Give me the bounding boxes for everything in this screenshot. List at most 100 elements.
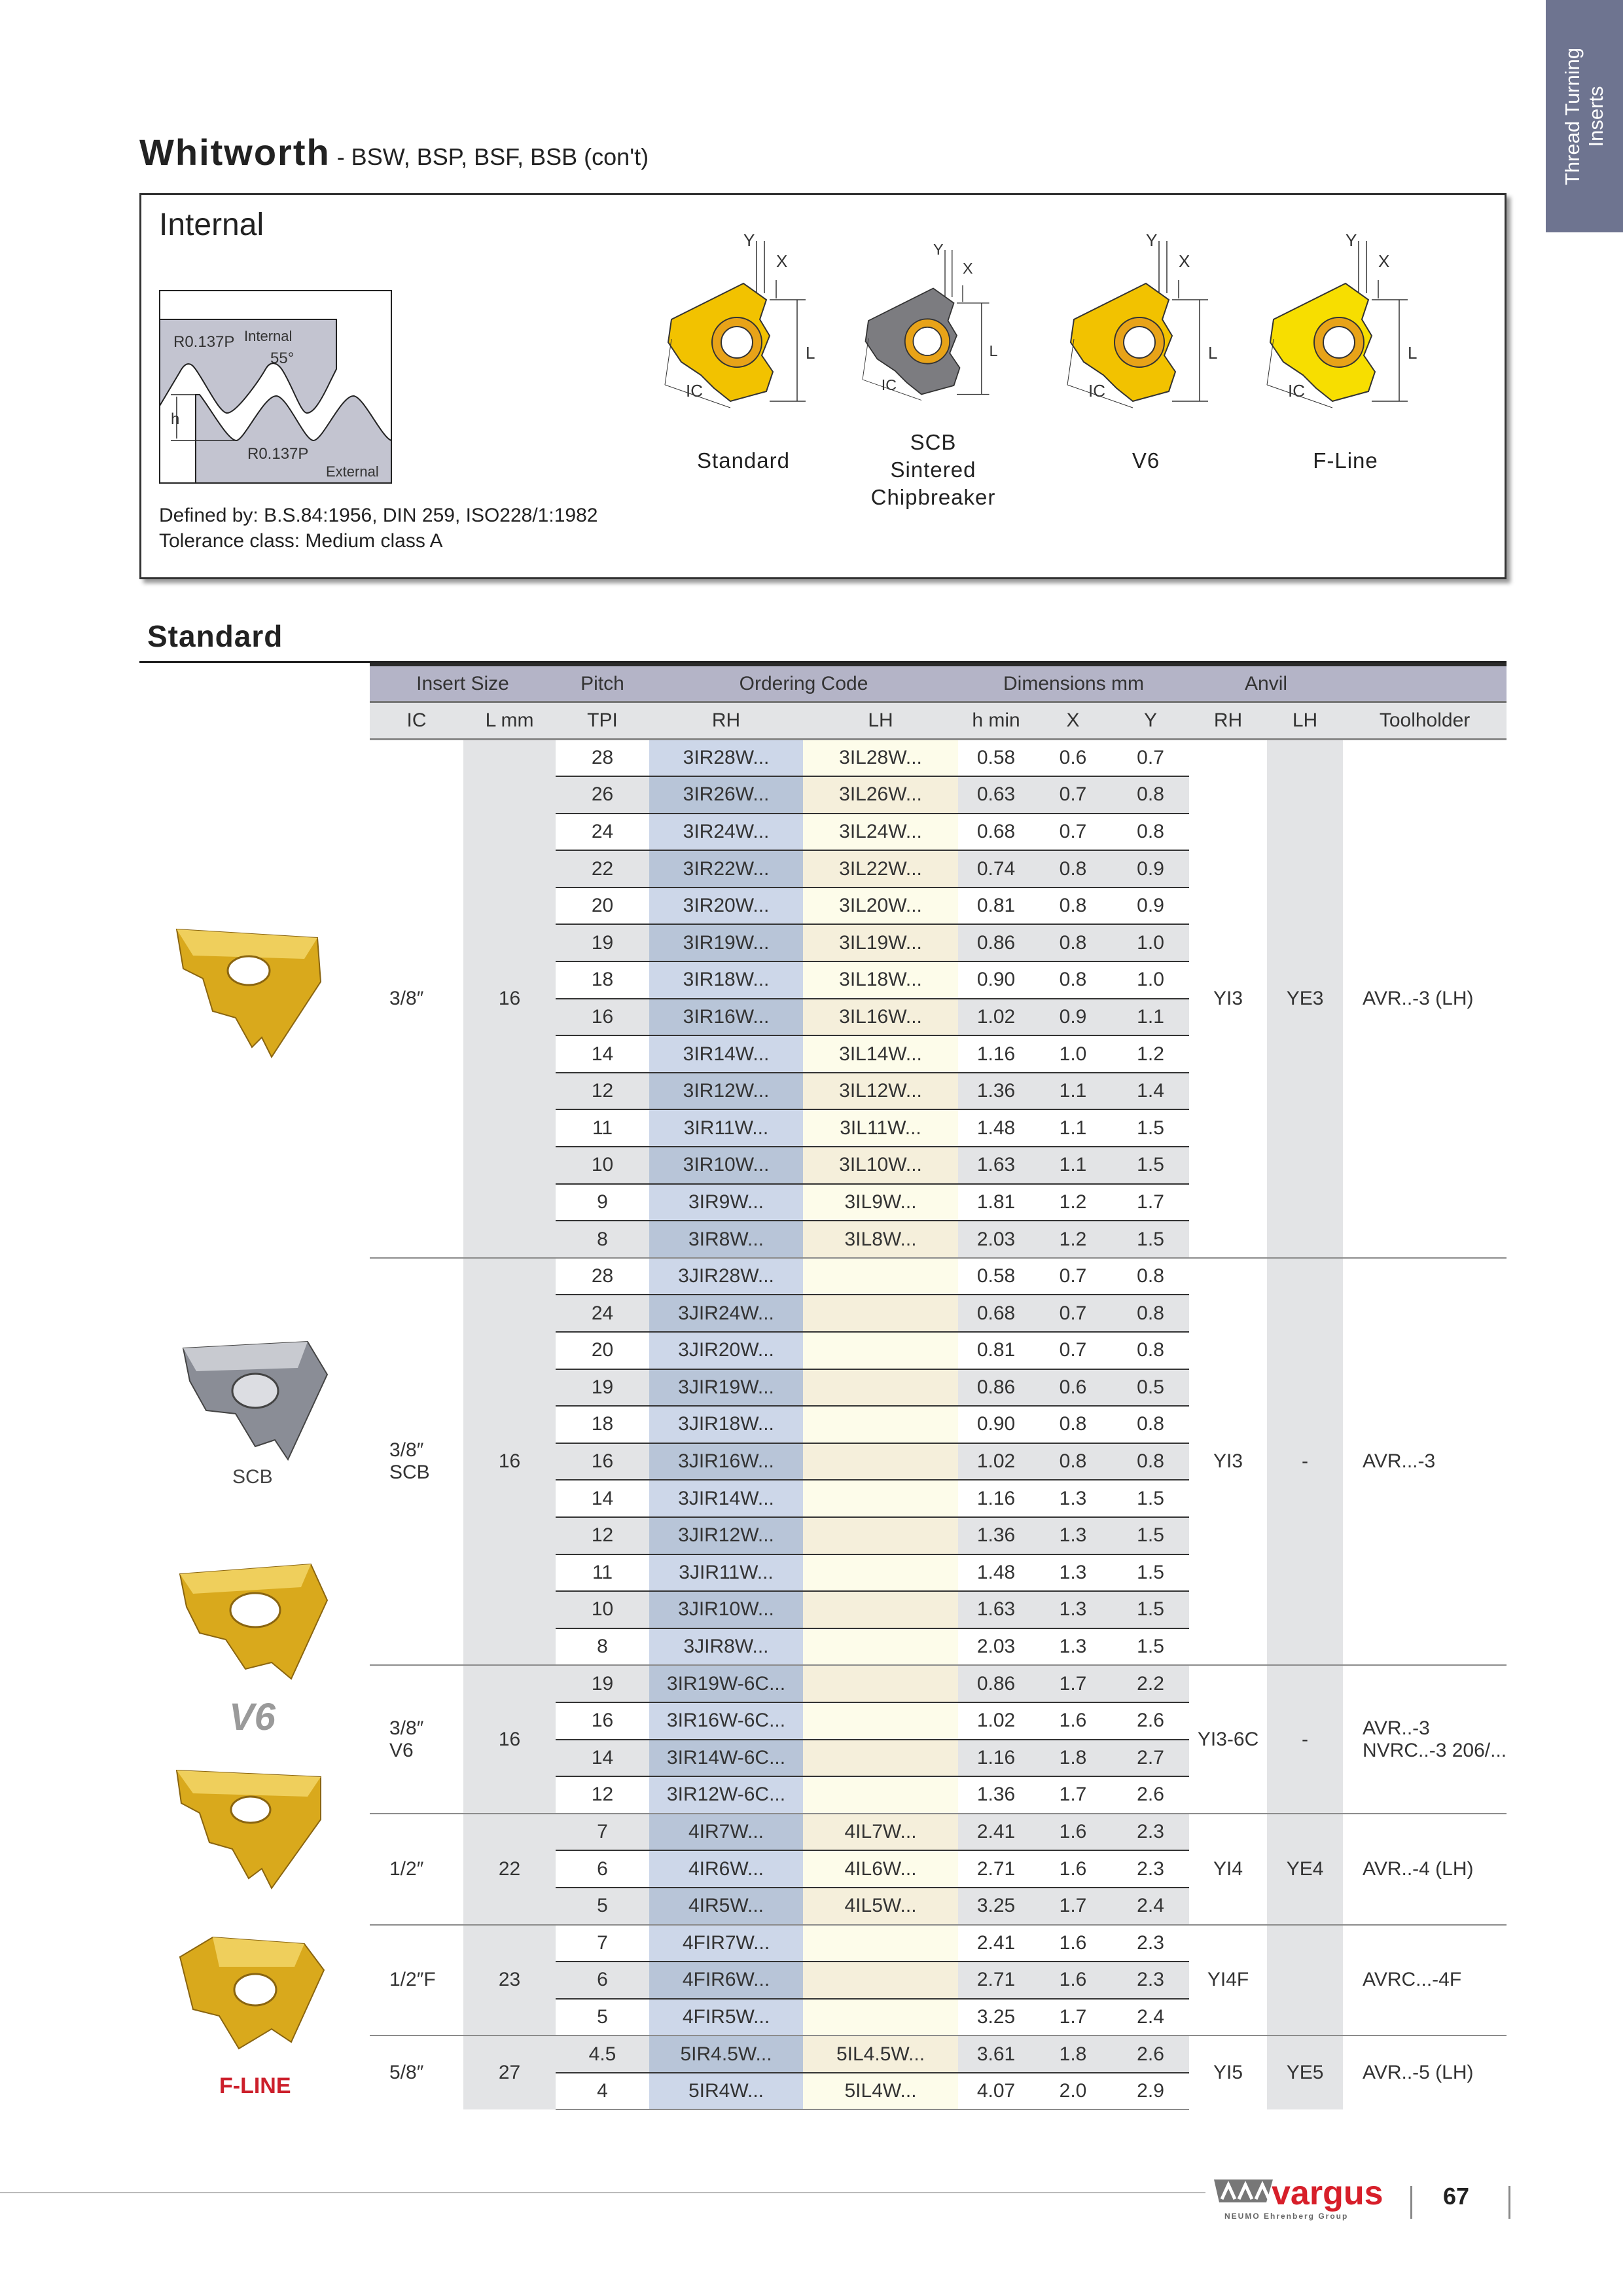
insert-drawing-standard: Y X L IC [664, 230, 815, 408]
cell-lh: 3IL24W... [803, 813, 959, 852]
cell-lh [803, 1516, 959, 1555]
cell-tpi: 12 [556, 1516, 650, 1555]
toolholder-line: AVR...-3 [1363, 1450, 1436, 1473]
cell-hmin: 1.02 [958, 998, 1035, 1037]
cell-rh: 4FIR7W... [649, 1924, 804, 1963]
cell-tpi: 26 [556, 776, 650, 814]
insert-length: 23 [463, 1924, 556, 2036]
cell-x: 2.0 [1034, 2072, 1113, 2111]
cell-hmin: 0.74 [958, 850, 1035, 888]
cell-y: 2.6 [1112, 1776, 1190, 1814]
cell-hmin: 0.90 [958, 1406, 1035, 1444]
insert-type-label: V6 [1048, 447, 1244, 475]
cell-tpi: 8 [556, 1221, 650, 1258]
toolholder-line: AVRC...-4F [1363, 1969, 1462, 1991]
footer-divider [1508, 2186, 1510, 2219]
anvil-lh: YE3 [1267, 738, 1344, 1258]
cell-tpi: 7 [556, 1812, 650, 1852]
cell-tpi: 28 [556, 1257, 650, 1296]
insert-type-label-line: Standard [697, 448, 790, 473]
cell-hmin: 1.81 [958, 1183, 1035, 1222]
cell-rh: 3IR11W... [649, 1109, 804, 1148]
vargus-logo: vargus NEUMO Ehrenberg Group [1214, 2174, 1383, 2221]
cell-lh: 3IL9W... [803, 1183, 959, 1222]
standard-definition: Defined by: B.S.84:1956, DIN 259, ISO228… [159, 503, 597, 554]
standard-insert-image [175, 928, 322, 1059]
cell-hmin: 1.36 [958, 1516, 1035, 1555]
v6-logo: V6 [229, 1696, 276, 1738]
header-column-row: IC L mm TPI RH LH h min X Y RH LH Toolho… [370, 702, 1507, 740]
insert-length: 16 [463, 738, 556, 1258]
header-insert-size: Insert Size [370, 663, 556, 703]
cell-lh [803, 1776, 959, 1814]
cell-y: 2.4 [1112, 1887, 1190, 1925]
cell-hmin: 1.16 [958, 1739, 1035, 1778]
cell-lh: 4IL7W... [803, 1812, 959, 1852]
brand-tagline: NEUMO Ehrenberg Group [1224, 2212, 1348, 2221]
cell-lh [803, 1554, 959, 1592]
cell-x: 0.7 [1034, 1295, 1113, 1333]
table-row: 3/8″ 16 28 3IR28W... 3IL28W... 0.58 0.6 0.7 YI3 Y… [370, 738, 1507, 1258]
fline-insert-image [179, 1936, 325, 2050]
cell-y: 2.9 [1112, 2072, 1190, 2111]
dim-ic-label: IC [1288, 381, 1305, 401]
section-title: Standard [147, 619, 283, 653]
cell-y: 2.3 [1112, 1962, 1190, 2000]
insert-size-ic: 1/2″ [370, 1812, 463, 1925]
cell-rh: 3JIR20W... [649, 1332, 804, 1370]
col-anvil-lh: LH [1267, 702, 1344, 740]
dim-ic-label: IC [882, 376, 897, 393]
fline-logo: F-LINE [219, 2073, 291, 2098]
cell-rh: 3IR18W... [649, 961, 804, 999]
cell-hmin: 2.71 [958, 1962, 1035, 2000]
table-row: 16 3IR16W... 3IL16W... 1.02 0.9 1.1 [370, 998, 1507, 1037]
cell-hmin: 0.81 [958, 887, 1035, 925]
cell-rh: 3IR19W... [649, 924, 804, 963]
cell-x: 1.7 [1034, 1998, 1113, 2036]
cell-x: 1.6 [1034, 1850, 1113, 1888]
cell-rh: 3JIR10W... [649, 1591, 804, 1629]
dim-l-label: L [1208, 343, 1217, 363]
half-inch-insert-image [175, 1769, 321, 1890]
info-heading: Internal [159, 207, 264, 242]
cell-lh [803, 1443, 959, 1481]
cell-tpi: 12 [556, 1776, 650, 1814]
header-dimensions: Dimensions mm [958, 663, 1190, 703]
table-row: 1/2″F 23 7 4FIR7W... 2.41 1.6 2.3 YI4F AVRC...-4… [370, 1924, 1507, 2036]
anvil-lh: - [1267, 1664, 1344, 1814]
insert-length: 22 [463, 1812, 556, 1925]
anvil-rh: YI5 [1189, 2035, 1268, 2110]
cell-hmin: 1.02 [958, 1702, 1035, 1740]
cell-y: 1.0 [1112, 924, 1190, 963]
cell-y: 1.2 [1112, 1035, 1190, 1073]
cell-tpi: 5 [556, 1998, 650, 2036]
cell-y: 0.5 [1112, 1369, 1190, 1407]
thread-profile-diagram: R0.137P Internal 55° h R0.137P External [159, 290, 392, 484]
cell-x: 0.8 [1034, 961, 1113, 999]
cell-x: 1.0 [1034, 1035, 1113, 1073]
table-row: 14 3JIR14W... 1.16 1.3 1.5 [370, 1480, 1507, 1518]
cell-tpi: 28 [556, 738, 650, 778]
cell-lh: 3IL10W... [803, 1147, 959, 1185]
cell-lh: 3IL8W... [803, 1221, 959, 1258]
cell-x: 0.6 [1034, 1369, 1113, 1407]
cell-rh: 3IR24W... [649, 813, 804, 852]
cell-x: 0.7 [1034, 776, 1113, 814]
cell-rh: 3JIR24W... [649, 1295, 804, 1333]
insert-type-label-line: F-Line [1313, 448, 1378, 473]
cell-x: 0.7 [1034, 1332, 1113, 1370]
cell-rh: 3IR19W-6C... [649, 1664, 804, 1703]
tolerance-class: Tolerance class: Medium class A [159, 530, 443, 552]
cell-x: 1.6 [1034, 1924, 1113, 1963]
insert-drawing-v6: Y X L IC [1067, 230, 1217, 408]
cell-tpi: 11 [556, 1109, 650, 1148]
toolholder-line: NVRC..-3 206/... [1363, 1739, 1507, 1761]
cell-hmin: 1.16 [958, 1480, 1035, 1518]
cell-y: 0.8 [1112, 1406, 1190, 1444]
cell-rh: 4FIR5W... [649, 1998, 804, 2036]
cell-rh: 5IR4.5W... [649, 2035, 804, 2073]
col-l: L mm [463, 702, 556, 740]
cell-hmin: 1.36 [958, 1072, 1035, 1111]
cell-lh [803, 1702, 959, 1740]
cell-hmin: 3.25 [958, 1998, 1035, 2036]
